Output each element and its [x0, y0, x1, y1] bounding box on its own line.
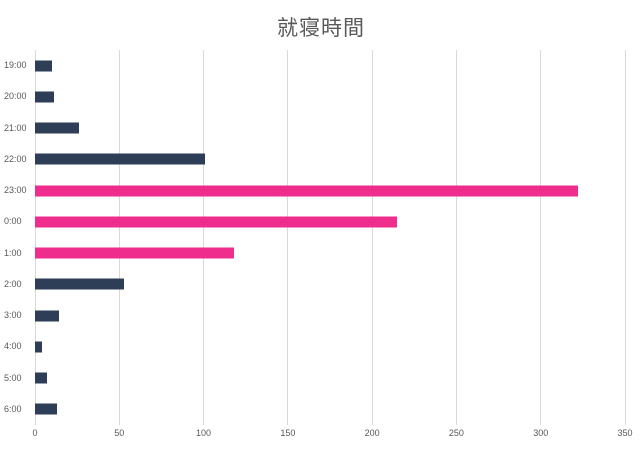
bar-22:00 — [35, 153, 206, 165]
bar-21:00 — [35, 122, 79, 134]
chart-title: 就寝時間 — [277, 17, 365, 40]
bar-3:00 — [35, 310, 59, 322]
bar-row: 1:00 — [0, 238, 642, 269]
bar-row: 4:00 — [0, 331, 642, 362]
y-axis-label: 21:00 — [4, 122, 27, 133]
bar-row: 5:00 — [0, 363, 642, 394]
bar-track — [35, 50, 625, 81]
bar-6:00 — [35, 403, 57, 415]
x-axis-tick-label: 250 — [448, 428, 464, 438]
bar-row: 20:00 — [0, 81, 642, 112]
y-axis-label: 6:00 — [4, 403, 22, 414]
y-axis-label: 22:00 — [4, 153, 27, 164]
bar-rows: 19:00 20:00 21:00 22:00 23:00 0:00 1:00 2:00 3:0… — [0, 50, 642, 425]
bar-2:00 — [35, 278, 125, 290]
bar-19:00 — [35, 60, 52, 72]
bar-row: 3:00 — [0, 300, 642, 331]
bar-row: 6:00 — [0, 394, 642, 425]
bar-row: 23:00 — [0, 175, 642, 206]
y-axis-label: 1:00 — [4, 247, 22, 258]
bar-row: 22:00 — [0, 144, 642, 175]
gridlines — [34, 50, 626, 425]
bar-20:00 — [35, 91, 54, 103]
gridline — [34, 50, 36, 425]
bar-track — [35, 394, 625, 425]
bar-track — [35, 144, 625, 175]
bar-4:00 — [35, 341, 42, 353]
bar-1:00 — [35, 247, 234, 259]
bar-row: 21:00 — [0, 113, 642, 144]
bar-track — [35, 113, 625, 144]
bar-track — [35, 363, 625, 394]
gridline — [624, 50, 626, 425]
bar-row: 2:00 — [0, 269, 642, 300]
bar-5:00 — [35, 372, 47, 384]
gridline — [287, 50, 289, 425]
y-axis-label: 2:00 — [4, 278, 22, 289]
bar-row: 0:00 — [0, 206, 642, 237]
gridline — [371, 50, 373, 425]
y-axis-label: 4:00 — [4, 341, 22, 352]
x-axis-tick-label: 200 — [364, 428, 380, 438]
gridline — [455, 50, 457, 425]
bar-23:00 — [35, 185, 578, 197]
y-axis-label: 0:00 — [4, 216, 22, 227]
bar-track — [35, 331, 625, 362]
x-axis-tick-label: 350 — [617, 428, 633, 438]
y-axis-label: 19:00 — [4, 60, 27, 71]
x-axis-tick-label: 50 — [114, 428, 125, 438]
gridline — [540, 50, 542, 425]
bar-track — [35, 269, 625, 300]
bar-track — [35, 300, 625, 331]
bar-track — [35, 238, 625, 269]
plot-area: 19:00 20:00 21:00 22:00 23:00 0:00 1:00 2:00 3:0… — [0, 50, 642, 425]
x-axis-tick-label: 100 — [196, 428, 212, 438]
y-axis-label: 23:00 — [4, 185, 27, 196]
gridline — [203, 50, 205, 425]
bar-track — [35, 175, 625, 206]
y-axis-label: 5:00 — [4, 372, 22, 383]
y-axis-label: 20:00 — [4, 91, 27, 102]
x-axis-tick-label: 150 — [280, 428, 296, 438]
bar-row: 19:00 — [0, 50, 642, 81]
x-axis-tick-label: 0 — [32, 428, 38, 438]
x-axis-tick-labels: 0 50 100 150 200 250 300 350 — [32, 428, 632, 445]
x-axis-tick-label: 300 — [533, 428, 549, 438]
bar-track — [35, 81, 625, 112]
bar-track — [35, 206, 625, 237]
bar-0:00 — [35, 216, 398, 228]
y-axis-label: 3:00 — [4, 310, 22, 321]
gridline — [118, 50, 120, 425]
